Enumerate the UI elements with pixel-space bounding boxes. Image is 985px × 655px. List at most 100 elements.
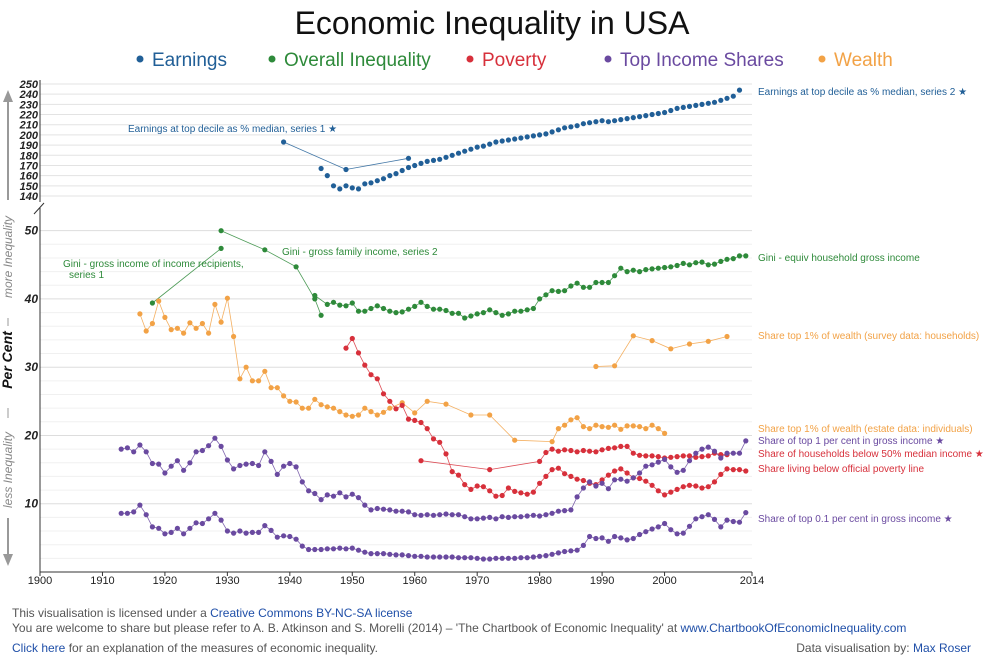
data-point[interactable] [593, 279, 599, 286]
data-point[interactable] [137, 442, 143, 448]
data-point[interactable] [362, 549, 368, 555]
data-point[interactable] [674, 469, 680, 475]
data-point[interactable] [605, 279, 612, 286]
data-point[interactable] [362, 405, 368, 411]
data-point[interactable] [512, 136, 518, 142]
data-point[interactable] [655, 110, 661, 117]
data-point[interactable] [312, 546, 318, 553]
data-point[interactable] [455, 310, 462, 316]
data-point[interactable] [299, 479, 305, 485]
data-point[interactable] [237, 462, 243, 469]
data-point[interactable] [212, 510, 218, 516]
data-point[interactable] [555, 465, 562, 471]
data-point[interactable] [306, 546, 312, 553]
data-point[interactable] [518, 490, 524, 496]
data-point[interactable] [362, 502, 368, 508]
data-point[interactable] [568, 473, 574, 479]
data-point[interactable] [537, 513, 543, 519]
data-point[interactable] [174, 325, 180, 331]
data-point[interactable] [662, 456, 668, 462]
data-point[interactable] [699, 454, 705, 460]
data-point[interactable] [131, 509, 137, 515]
data-point[interactable] [474, 555, 480, 561]
data-point[interactable] [249, 529, 255, 536]
data-point[interactable] [668, 264, 674, 270]
data-point[interactable] [268, 527, 274, 534]
data-point[interactable] [474, 311, 480, 317]
data-point[interactable] [674, 531, 680, 537]
data-point[interactable] [368, 180, 374, 186]
data-point[interactable] [580, 447, 587, 454]
data-point[interactable] [730, 518, 736, 525]
data-point[interactable] [524, 555, 530, 561]
data-point[interactable] [318, 402, 324, 408]
data-point[interactable] [199, 320, 205, 327]
data-point[interactable] [287, 398, 293, 404]
data-point[interactable] [468, 313, 474, 319]
data-point[interactable] [618, 466, 624, 472]
data-point[interactable] [337, 186, 343, 192]
data-point[interactable] [680, 484, 686, 490]
data-point[interactable] [405, 155, 412, 161]
data-point[interactable] [512, 308, 518, 314]
data-point[interactable] [637, 452, 643, 458]
data-point[interactable] [399, 402, 405, 408]
data-point[interactable] [287, 533, 293, 540]
data-point[interactable] [562, 422, 568, 428]
data-point[interactable] [337, 490, 343, 496]
data-point[interactable] [549, 288, 555, 294]
data-point[interactable] [374, 376, 380, 382]
data-point[interactable] [343, 183, 349, 189]
data-point[interactable] [662, 492, 668, 498]
data-point[interactable] [711, 99, 718, 105]
data-point[interactable] [505, 311, 511, 317]
data-point[interactable] [530, 133, 537, 139]
data-point[interactable] [443, 451, 449, 457]
data-point[interactable] [181, 330, 187, 336]
data-point[interactable] [243, 461, 249, 467]
data-point[interactable] [437, 512, 443, 518]
data-point[interactable] [149, 524, 155, 530]
data-point[interactable] [287, 460, 293, 467]
data-point[interactable] [618, 265, 624, 271]
data-point[interactable] [487, 514, 493, 521]
data-point[interactable] [187, 525, 193, 531]
data-point[interactable] [568, 124, 574, 130]
data-point[interactable] [718, 524, 724, 530]
data-point[interactable] [643, 529, 649, 535]
data-point[interactable] [718, 258, 724, 264]
data-point[interactable] [624, 269, 630, 275]
data-point[interactable] [643, 267, 649, 273]
data-point[interactable] [668, 489, 674, 495]
data-point[interactable] [680, 453, 686, 459]
data-point[interactable] [580, 424, 587, 430]
data-point[interactable] [543, 512, 549, 518]
data-point[interactable] [655, 459, 661, 465]
data-point[interactable] [362, 181, 368, 187]
data-point[interactable] [337, 545, 343, 551]
data-point[interactable] [518, 555, 524, 561]
data-point[interactable] [618, 117, 624, 123]
data-point[interactable] [299, 543, 305, 549]
data-point[interactable] [493, 516, 499, 522]
data-point[interactable] [462, 482, 468, 488]
data-point[interactable] [705, 262, 711, 268]
data-point[interactable] [668, 107, 674, 114]
data-point[interactable] [124, 510, 130, 516]
data-point[interactable] [655, 426, 661, 432]
data-point[interactable] [624, 443, 630, 449]
data-point[interactable] [674, 486, 680, 492]
data-point[interactable] [281, 463, 287, 469]
data-point[interactable] [649, 111, 655, 118]
data-point[interactable] [612, 118, 618, 124]
data-point[interactable] [306, 405, 312, 411]
data-point[interactable] [462, 315, 468, 321]
data-point[interactable] [699, 446, 705, 452]
data-point[interactable] [443, 307, 449, 314]
data-point[interactable] [437, 554, 443, 560]
data-point[interactable] [718, 471, 724, 477]
data-point[interactable] [655, 454, 661, 460]
data-point[interactable] [449, 512, 455, 518]
data-point[interactable] [143, 328, 149, 334]
data-point[interactable] [730, 467, 736, 473]
